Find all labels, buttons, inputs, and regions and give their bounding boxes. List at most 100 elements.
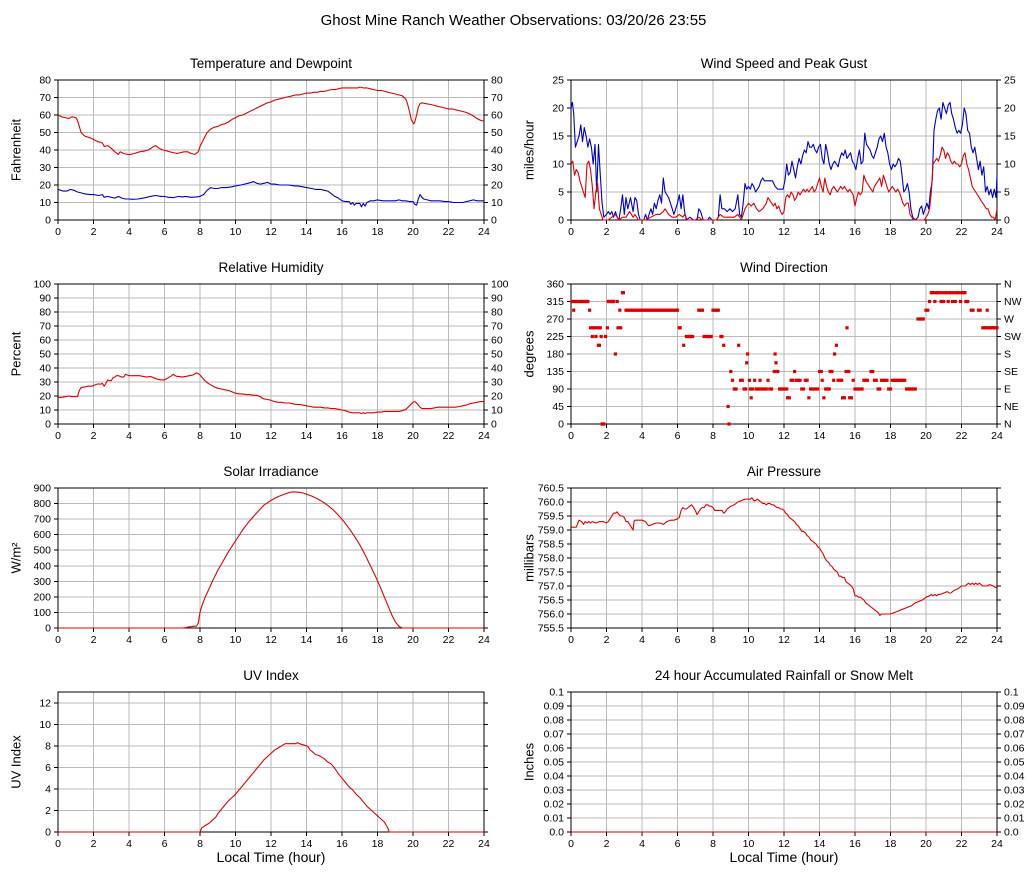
svg-text:20: 20 bbox=[407, 838, 419, 850]
chart-title: Relative Humidity bbox=[218, 260, 324, 275]
chart-title: Wind Speed and Peak Gust bbox=[700, 56, 868, 71]
svg-text:0: 0 bbox=[55, 430, 61, 442]
svg-text:0.07: 0.07 bbox=[1004, 729, 1025, 741]
svg-text:4: 4 bbox=[639, 226, 645, 238]
svg-text:30: 30 bbox=[39, 162, 51, 174]
svg-text:20: 20 bbox=[920, 430, 932, 442]
svg-text:NW: NW bbox=[1004, 296, 1022, 308]
svg-text:20: 20 bbox=[920, 226, 932, 238]
svg-text:0: 0 bbox=[55, 634, 61, 646]
svg-text:0: 0 bbox=[558, 215, 564, 227]
svg-text:10: 10 bbox=[39, 197, 51, 209]
svg-text:0: 0 bbox=[45, 827, 51, 839]
series-barometric-pressure bbox=[571, 497, 997, 616]
svg-text:2: 2 bbox=[91, 838, 97, 850]
svg-text:50: 50 bbox=[491, 349, 503, 361]
svg-text:757.0: 757.0 bbox=[538, 581, 564, 593]
svg-text:756.0: 756.0 bbox=[538, 609, 564, 621]
svg-text:0.04: 0.04 bbox=[544, 771, 565, 783]
svg-text:22: 22 bbox=[956, 226, 968, 238]
page-title: Ghost Mine Ranch Weather Observations: 0… bbox=[320, 12, 707, 29]
svg-text:80: 80 bbox=[39, 75, 51, 87]
chart-title: Air Pressure bbox=[746, 464, 822, 479]
svg-text:0.02: 0.02 bbox=[1004, 799, 1025, 811]
svg-text:N: N bbox=[1004, 419, 1012, 431]
svg-text:0.06: 0.06 bbox=[1004, 743, 1025, 755]
svg-text:24: 24 bbox=[991, 430, 1003, 442]
svg-text:25: 25 bbox=[1004, 75, 1016, 87]
svg-text:10: 10 bbox=[230, 226, 242, 238]
svg-text:20: 20 bbox=[1004, 103, 1016, 115]
svg-text:50: 50 bbox=[491, 127, 503, 139]
svg-text:10: 10 bbox=[552, 159, 564, 171]
svg-text:E: E bbox=[1004, 384, 1011, 396]
svg-text:24: 24 bbox=[478, 226, 490, 238]
svg-text:0.1: 0.1 bbox=[549, 687, 564, 699]
svg-text:NE: NE bbox=[1004, 401, 1019, 413]
svg-text:6: 6 bbox=[675, 430, 681, 442]
chart-title: 24 hour Accumulated Rainfall or Snow Mel… bbox=[654, 668, 914, 683]
svg-text:18: 18 bbox=[372, 634, 384, 646]
y-axis-label: Percent bbox=[8, 331, 24, 377]
svg-text:0.1: 0.1 bbox=[1004, 687, 1019, 699]
axis-border bbox=[567, 79, 1001, 224]
y-axis-label: Inches bbox=[521, 742, 537, 782]
axis-border bbox=[54, 691, 488, 836]
svg-text:0: 0 bbox=[568, 226, 574, 238]
svg-text:10: 10 bbox=[1004, 159, 1016, 171]
svg-text:760.0: 760.0 bbox=[538, 497, 564, 509]
svg-text:0: 0 bbox=[568, 838, 574, 850]
svg-text:6: 6 bbox=[162, 634, 168, 646]
svg-text:40: 40 bbox=[491, 363, 503, 375]
svg-text:2: 2 bbox=[604, 226, 610, 238]
chart-uv-index: 0 2 4 6 8 10 12 0 2 4 6 8 10 12 14 16 18 20 22 24 UV Index … bbox=[0, 660, 513, 878]
svg-text:90: 90 bbox=[39, 293, 51, 305]
series-solar-radiation bbox=[58, 491, 484, 629]
svg-text:8: 8 bbox=[710, 430, 716, 442]
svg-text:0: 0 bbox=[568, 430, 574, 442]
grid bbox=[58, 80, 484, 220]
svg-text:900: 900 bbox=[33, 483, 51, 495]
series-dewpoint bbox=[57, 180, 484, 208]
svg-text:10: 10 bbox=[743, 634, 755, 646]
svg-text:16: 16 bbox=[849, 226, 861, 238]
svg-text:4: 4 bbox=[639, 838, 645, 850]
svg-text:6: 6 bbox=[675, 838, 681, 850]
svg-text:4: 4 bbox=[126, 430, 132, 442]
svg-text:24: 24 bbox=[991, 226, 1003, 238]
svg-text:0: 0 bbox=[45, 623, 51, 635]
svg-text:20: 20 bbox=[407, 634, 419, 646]
svg-text:0.01: 0.01 bbox=[1004, 813, 1025, 825]
svg-text:0: 0 bbox=[45, 419, 51, 431]
svg-text:20: 20 bbox=[491, 180, 503, 192]
svg-text:S: S bbox=[1004, 349, 1011, 361]
svg-text:6: 6 bbox=[162, 838, 168, 850]
chart-canvas-rainfall: 0.0 0.0 0.01 0.01 0.02 0.02 0.03 0.03 0.04 0.04 0.… bbox=[544, 687, 1025, 851]
svg-text:60: 60 bbox=[491, 110, 503, 122]
svg-text:40: 40 bbox=[39, 363, 51, 375]
svg-text:2: 2 bbox=[45, 805, 51, 817]
svg-text:22: 22 bbox=[443, 634, 455, 646]
svg-text:12: 12 bbox=[778, 838, 790, 850]
svg-text:756.5: 756.5 bbox=[538, 595, 564, 607]
svg-text:70: 70 bbox=[491, 92, 503, 104]
svg-text:70: 70 bbox=[39, 92, 51, 104]
svg-text:100: 100 bbox=[33, 279, 51, 291]
svg-text:0.0: 0.0 bbox=[1004, 827, 1019, 839]
svg-text:16: 16 bbox=[849, 838, 861, 850]
y-axis-label: miles/hour bbox=[521, 120, 537, 180]
tick-labels: 755.5 756.0 756.5 757.0 757.5 758.0 758.5 759.0… bbox=[538, 483, 1003, 647]
svg-text:0.06: 0.06 bbox=[544, 743, 565, 755]
chart-title: Temperature and Dewpoint bbox=[189, 56, 353, 71]
svg-text:759.5: 759.5 bbox=[538, 511, 564, 523]
chart-wind-direction: 0 N 45 NE 90 E 135 SE 180 S 225 SW 270 W 315 NW 360 N 0 2 4 6… bbox=[513, 252, 1027, 456]
svg-text:15: 15 bbox=[1004, 131, 1016, 143]
svg-text:24: 24 bbox=[991, 838, 1003, 850]
svg-text:180: 180 bbox=[546, 349, 564, 361]
svg-text:0.03: 0.03 bbox=[544, 785, 565, 797]
svg-text:8: 8 bbox=[197, 226, 203, 238]
svg-text:SW: SW bbox=[1004, 331, 1021, 343]
